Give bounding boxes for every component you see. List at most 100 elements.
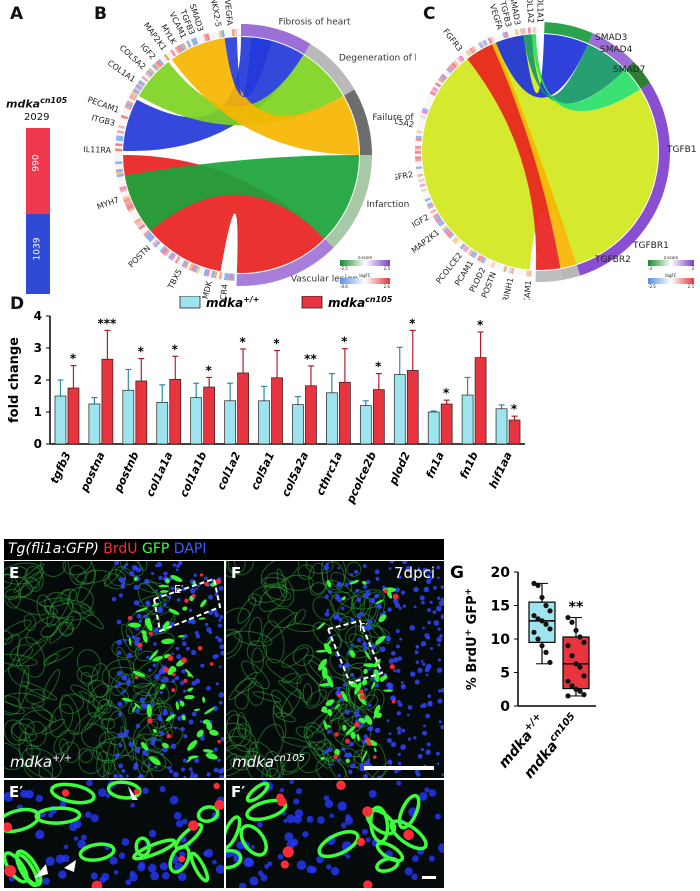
micrograph-dapi-nucleus (190, 618, 196, 625)
micrograph-gfp-cell (319, 683, 332, 687)
micrograph-dapi-nucleus (126, 652, 133, 659)
micrograph-zoom-dapi (286, 814, 296, 824)
micrograph-myocardium (255, 723, 285, 765)
micrograph-dapi-nucleus (153, 627, 160, 634)
micrograph-myocardium (272, 705, 287, 738)
micrograph-gfp-cell (177, 634, 186, 638)
bar-d-category-label: plod2 (386, 449, 413, 487)
micrograph-gfp-cell (135, 607, 149, 613)
chord-c-gene-segment (424, 102, 431, 108)
micrograph-dapi-nucleus (118, 774, 123, 778)
micrograph-zoom-dapi (42, 877, 50, 885)
micrograph-dapi-nucleus (218, 692, 224, 698)
micrograph-dapi-nucleus (123, 565, 127, 569)
micrograph-gfp-cell (205, 753, 218, 760)
micrograph-dapi-nucleus (199, 736, 205, 741)
micrograph-dapi-nucleus (326, 608, 330, 612)
bar-d-y-tick-label: 1 (34, 405, 42, 419)
micrograph-dapi-nucleus (324, 594, 329, 599)
chord-b-gene-segment (153, 62, 161, 70)
micrograph-dapi-nucleus (147, 763, 151, 767)
chord-b-link (171, 38, 359, 155)
micrograph-dapi-nucleus (438, 720, 442, 724)
micrograph-zoom-gfp (317, 830, 360, 859)
chord-b-gene-segment (133, 217, 142, 224)
micrograph-gfp-cell (321, 666, 328, 679)
micrograph-myocardium (59, 738, 69, 755)
micrograph-dapi-nucleus (437, 627, 441, 631)
chord-b-gene-segment (200, 267, 206, 276)
micrograph-zoom-dapi (142, 787, 149, 794)
micrograph-gfp-cell (209, 729, 219, 736)
micrograph-gfp-cell (128, 637, 132, 646)
micro-title-gfp: GFP (142, 541, 170, 557)
micrograph-dapi-nucleus (178, 561, 183, 566)
micrograph-zoom-dapi (434, 813, 441, 820)
chord-b-logfc-title: logFC (359, 273, 371, 278)
micrograph-myocardium (100, 717, 116, 730)
box-g-point (531, 629, 537, 635)
micrograph-dapi-nucleus (126, 634, 130, 638)
micrograph-myocardium (248, 616, 263, 645)
micrograph-myocardium (237, 712, 247, 736)
chord-c-gene-segment (419, 183, 426, 188)
micro-title-brdu: BrdU (103, 541, 138, 557)
micrograph-dapi-nucleus (180, 727, 185, 732)
micrograph-dapi-nucleus (409, 624, 416, 631)
chord-b-logfc-max: 2.6 (383, 284, 390, 289)
chord-b-link (224, 37, 272, 98)
micrograph-zoom-dapi (424, 787, 430, 793)
micrograph-myocardium (75, 570, 111, 584)
chord-b-gene-segment (181, 42, 187, 51)
chord-b-gene-segment (190, 264, 197, 272)
micrograph-myocardium (226, 561, 236, 578)
micrograph-brdu-nucleus (365, 737, 371, 743)
chord-c-term-label: TGFB1 (666, 145, 697, 155)
micrograph-gfp-cell (152, 728, 158, 734)
scale-bar (364, 766, 434, 770)
micrograph-gfp-cell (204, 707, 215, 715)
chord-c-gene-segment (439, 75, 446, 82)
micrograph-myocardium (265, 658, 302, 684)
micrograph-dapi-nucleus (114, 752, 120, 758)
chord-c-gene-segment (463, 51, 469, 59)
micrograph-myocardium (25, 744, 41, 757)
micrograph-gfp-cell (358, 717, 366, 724)
arrowhead-icon (128, 786, 138, 800)
chord-c-gene-segment (443, 227, 450, 234)
micrograph-zoom-dapi (121, 838, 130, 846)
micro-title-dapi: DAPI (173, 541, 207, 557)
chord-c-gene-segment (415, 166, 423, 170)
micrograph-brdu-nucleus (344, 738, 350, 744)
micrograph-dapi-nucleus (396, 726, 402, 731)
chord-b-gene-segment (126, 100, 134, 106)
micrograph-brdu-nucleus (148, 631, 153, 636)
micrograph-myocardium (4, 630, 13, 645)
micrograph-dapi-nucleus (161, 725, 165, 729)
micrograph-dapi-nucleus (150, 702, 155, 707)
micrograph-zoom-dapi (316, 855, 324, 864)
micrograph-dapi-nucleus (337, 758, 341, 762)
chord-c-gene-segment (504, 31, 509, 38)
chord-b-term-arc (344, 89, 372, 155)
micrograph-zoom-dapi (137, 863, 146, 872)
micrograph-myocardium (150, 705, 172, 729)
micrograph-dapi-nucleus (220, 650, 224, 656)
bar-d-significance: * (70, 352, 77, 366)
bar-d-significance: *** (97, 316, 117, 330)
micrograph-zoom-dapi (396, 780, 402, 786)
chord-c-gene-segment (425, 199, 432, 205)
bar-d-bar (393, 374, 406, 445)
bar-d-bar (406, 370, 419, 445)
chord-b-gene-label: MDK (201, 279, 214, 300)
chord-c-gene-segment (418, 120, 425, 125)
micrograph-dapi-nucleus (175, 646, 180, 651)
chord-b-gene-segment (118, 122, 127, 127)
micrograph-dapi-nucleus (143, 614, 147, 619)
micrograph-dapi-nucleus (422, 567, 429, 574)
chord-b-gene-segment (188, 39, 194, 47)
micrograph-dapi-nucleus (397, 656, 403, 661)
chord-c-gene-segment (535, 27, 539, 34)
chord-b-gene-segment (139, 225, 147, 233)
chord-c-gene-segment (427, 95, 434, 101)
